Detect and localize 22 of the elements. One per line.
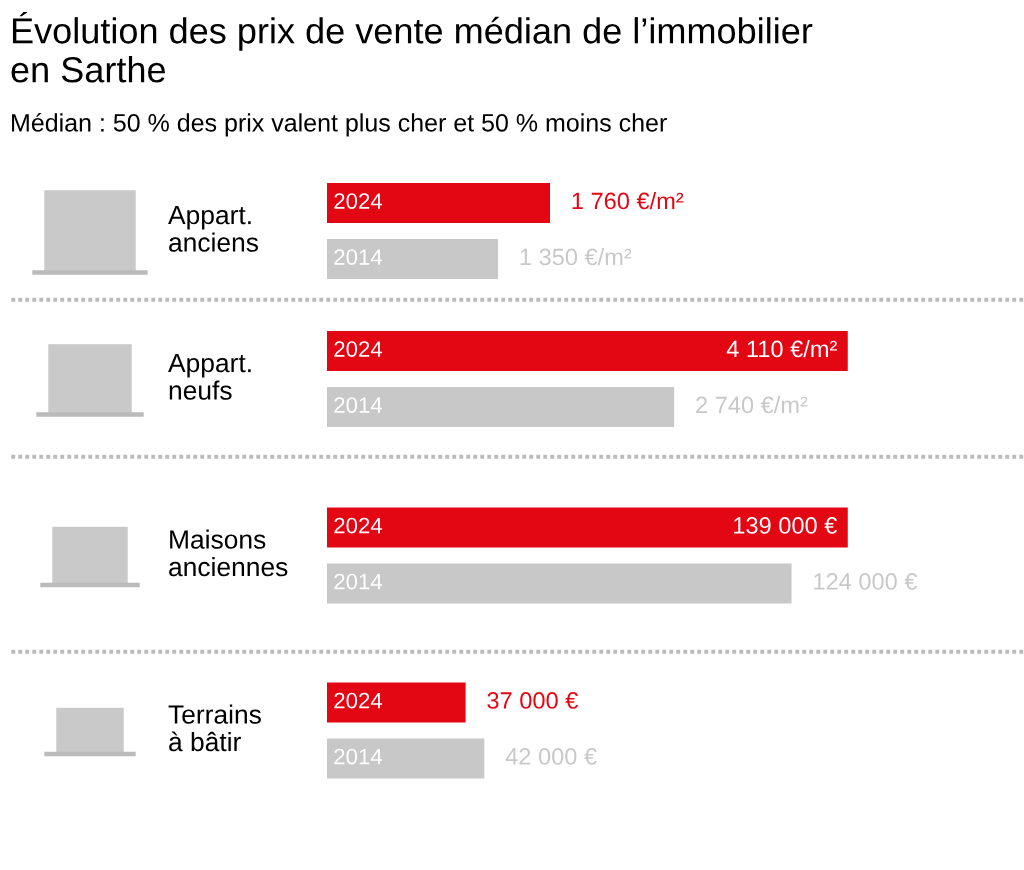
chart-subtitle: Médian : 50 % des prix valent plus cher et 50 % moins cher [12,113,667,137]
series-label: 2024 [334,193,383,209]
bar [327,682,466,723]
data-label: 139 000 € [734,517,838,534]
y-tick-label: Maisons anciennes [169,529,288,577]
data-label: 4 110 €/m² [726,339,837,358]
y-tick-label: Terrains à bâtir [168,704,261,752]
bar [327,507,848,548]
series-label: 2024 [334,517,383,534]
bar [327,387,675,427]
text: 2024 [334,341,383,357]
bar [327,239,499,279]
y-tick-label: Appart. anciens [168,205,258,252]
y-tick-label: Appart. neufs [168,353,251,400]
bar [327,738,485,779]
bar [327,183,551,223]
data-label: 37 000 € [487,692,579,709]
data-label: 1 760 €/m² [572,191,684,210]
text: 2024 [334,692,383,709]
bar [327,331,848,371]
chart-title: Évolution des prix de vente médian de l’immobilier en Sarthe [11,12,813,83]
bar [327,563,792,604]
